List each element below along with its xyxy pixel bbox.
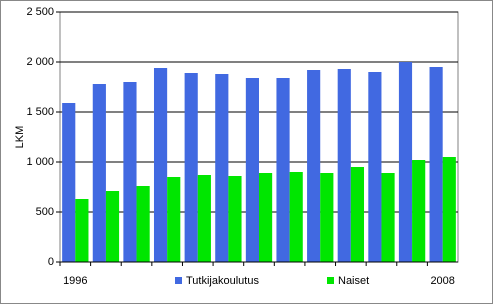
legend-swatch [175, 277, 182, 284]
bar [228, 176, 242, 262]
y-tick-label: 2 000 [26, 56, 54, 68]
bar [398, 62, 413, 262]
x-tick-label: 2008 [430, 275, 454, 287]
bar [337, 69, 351, 262]
legend-label: Naiset [338, 275, 369, 287]
y-tick-label: 500 [36, 206, 54, 218]
bar [136, 186, 150, 262]
bar [412, 160, 426, 262]
bar [123, 82, 137, 262]
bar [350, 167, 365, 262]
y-tick-label: 2 500 [26, 6, 54, 18]
bar [215, 74, 229, 262]
y-tick-label: 0 [48, 256, 54, 268]
y-axis-label: LKM [14, 126, 26, 149]
bar [381, 173, 395, 262]
bar [105, 191, 120, 262]
bar [92, 84, 106, 262]
bar [259, 173, 273, 262]
bar [307, 70, 321, 262]
bar [75, 199, 89, 262]
bar [442, 157, 456, 262]
bar [429, 67, 443, 262]
legend-swatch [327, 277, 334, 284]
x-tick-label: 1996 [63, 275, 87, 287]
bar [289, 172, 303, 262]
y-tick-label: 1 000 [26, 156, 54, 168]
bar [197, 175, 211, 262]
bar [167, 177, 181, 262]
y-tick-label: 1 500 [26, 106, 54, 118]
bar [276, 78, 290, 262]
bar [153, 68, 168, 262]
legend-label: Tutkijakoulutus [186, 275, 259, 287]
bar [368, 72, 382, 262]
bar [62, 103, 76, 262]
bar [245, 78, 259, 262]
bar [184, 73, 198, 262]
bar [320, 173, 334, 262]
